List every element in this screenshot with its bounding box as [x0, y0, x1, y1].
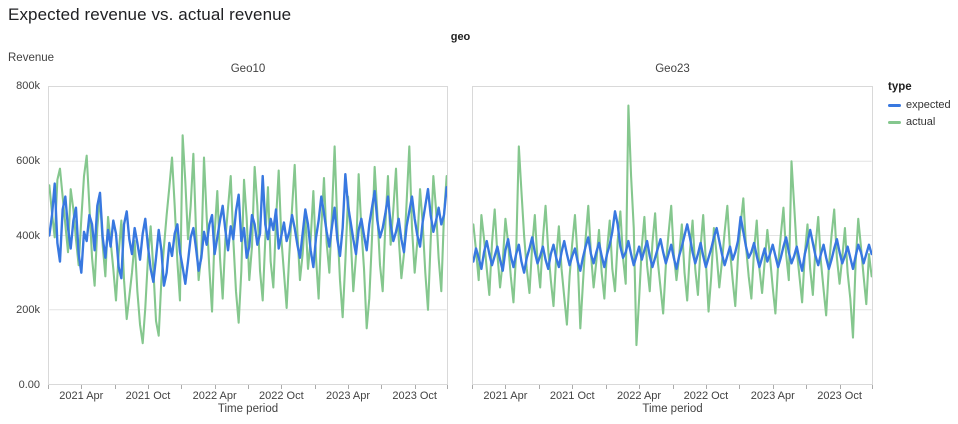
y-tick-label: 200k	[16, 304, 40, 317]
x-tick-mark	[414, 385, 416, 389]
facet-geo10: Geo10 2021 Apr 2021 Oct 2022 Apr 2022 Oct 202…	[48, 63, 448, 415]
chart-title: Expected revenue vs. actual revenue	[8, 5, 292, 24]
x-axis-title: Time period	[217, 403, 279, 415]
plot-area-geo23[interactable]	[472, 86, 873, 385]
y-tick-label: 400k	[16, 229, 40, 242]
x-axis-title: Time period	[642, 403, 703, 415]
facet-title: Geo23	[655, 63, 690, 75]
x-tick-label: 2022 Apr	[192, 390, 237, 402]
legend-label: expected	[906, 99, 951, 111]
expected-line	[49, 173, 447, 287]
x-tick-label: 2023 Apr	[325, 390, 371, 402]
x-tick-label: 2021 Oct	[125, 390, 171, 402]
legend-swatch-expected	[888, 103, 901, 107]
x-tick-label: 2022 Oct	[683, 390, 729, 402]
y-tick-label: 800k	[16, 80, 40, 92]
x-tick-mark	[314, 385, 316, 389]
y-tick-label: 600k	[16, 154, 40, 167]
x-tick-mark	[214, 385, 216, 389]
legend: type expected actual	[888, 81, 951, 133]
legend-item-actual[interactable]: actual	[888, 116, 951, 128]
x-tick-mark	[472, 385, 473, 389]
x-tick-label: 2021 Oct	[549, 390, 595, 402]
facet-geo23: Geo23 2021 Apr 2021 Oct 2022 Apr 2022 Oct 202…	[472, 63, 873, 415]
x-tick-mark	[114, 385, 116, 389]
x-tick-mark	[81, 385, 83, 389]
x-tick-mark	[447, 385, 448, 389]
x-tick-mark	[872, 385, 873, 389]
x-tick-label: 2021 Apr	[483, 390, 528, 402]
y-tick-label: 0.00	[18, 379, 40, 391]
facet-title: Geo10	[230, 63, 266, 75]
x-tick-mark	[839, 385, 841, 389]
x-tick-mark	[381, 385, 383, 389]
x-tick-mark	[348, 385, 349, 389]
y-axis-title: Revenue	[8, 52, 55, 64]
x-tick-label: 2022 Apr	[617, 390, 662, 402]
plot-area-geo10[interactable]	[48, 86, 448, 385]
x-tick-label: 2023 Apr	[750, 390, 795, 402]
legend-label: actual	[906, 116, 936, 128]
x-tick-mark	[505, 385, 507, 389]
legend-item-expected[interactable]: expected	[888, 99, 951, 111]
x-tick-mark	[639, 385, 641, 389]
x-tick-mark	[605, 385, 607, 389]
x-tick-mark	[672, 385, 674, 389]
x-tick-mark	[739, 385, 741, 389]
legend-swatch-actual	[888, 120, 901, 124]
expected-line	[473, 210, 872, 274]
x-tick-mark	[538, 385, 540, 389]
x-tick-label: 2022 Oct	[259, 390, 304, 402]
x-tick-mark	[248, 385, 249, 389]
legend-title: type	[888, 81, 912, 93]
x-tick-mark	[806, 385, 808, 389]
x-tick-mark	[705, 385, 707, 389]
legend-items: expected actual	[888, 99, 951, 128]
x-tick-label: 2021 Apr	[59, 390, 104, 402]
x-tick-mark	[281, 385, 283, 389]
x-tick-mark	[772, 385, 774, 389]
x-tick-mark	[572, 385, 574, 389]
x-tick-label: 2023 Oct	[392, 390, 437, 402]
x-tick-mark	[148, 385, 149, 389]
x-tick-mark	[181, 385, 183, 389]
x-tick-mark	[48, 385, 49, 389]
actual-line	[473, 104, 872, 347]
x-tick-label: 2023 Oct	[817, 390, 862, 402]
facet-field-label: geo	[450, 31, 471, 43]
